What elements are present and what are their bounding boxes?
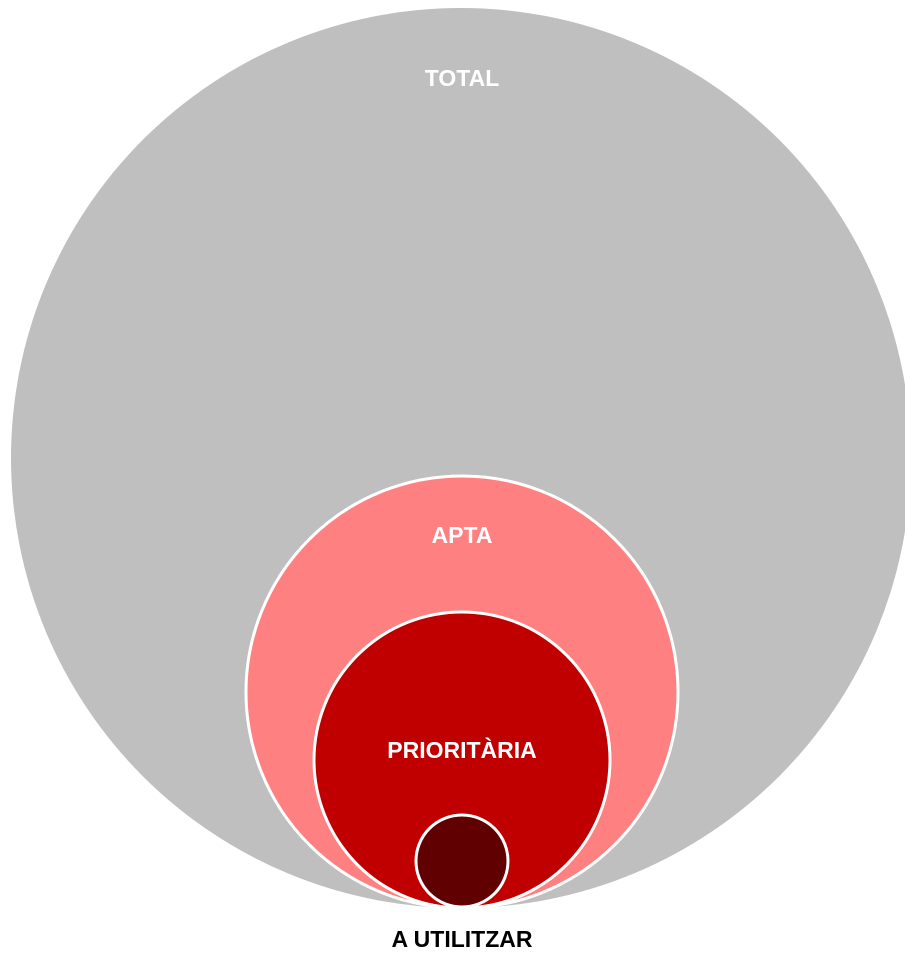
apta-label: APTA: [432, 522, 493, 548]
a-utilitzar-circle: [414, 813, 510, 909]
total-label: TOTAL: [425, 65, 500, 91]
prioritaria-label: PRIORITÀRIA: [387, 736, 537, 763]
total-circle: [11, 8, 905, 908]
a-utilitzar-label: A UTILITZAR: [392, 926, 533, 952]
